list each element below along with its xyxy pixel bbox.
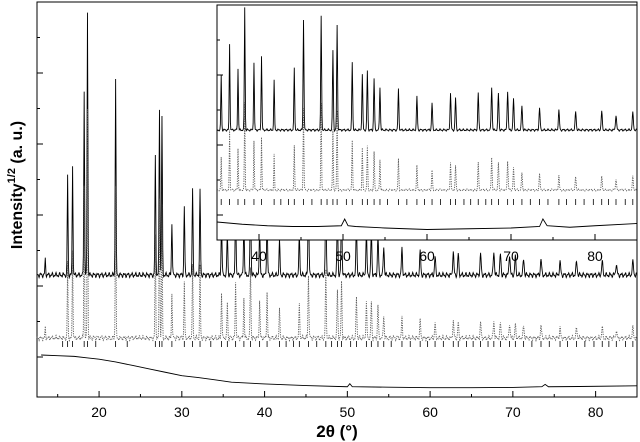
x-tick-label: 20: [91, 404, 107, 420]
x-tick-label: 40: [257, 404, 273, 420]
x-tick-label: 60: [422, 404, 438, 420]
y-axis-title-suffix: (a. u.): [9, 121, 26, 168]
inset-plot: 40 50 60 70 80: [216, 4, 638, 264]
difference-curve-line: [41, 354, 638, 389]
calculated-pattern-line: [216, 102, 638, 192]
inset-plot-background: [217, 5, 637, 240]
x-axis-title: 2θ (°): [316, 422, 358, 441]
x-tick-label: 70: [503, 248, 519, 264]
main-y-axis: [37, 1, 43, 358]
inset-x-axis: 40 50 60 70 80: [216, 234, 638, 264]
inset-series-layer: [216, 7, 638, 230]
x-tick-label: 80: [587, 248, 603, 264]
y-axis-title-group: Intensity1/2 (a. u.): [6, 121, 26, 249]
x-tick-label: 80: [588, 404, 604, 420]
x-tick-label: 30: [174, 404, 190, 420]
x-tick-label: 60: [419, 248, 435, 264]
main-plot: 20 30 40 50 60 70 80: [36, 1, 638, 420]
main-x-axis: 20 30 40 50 60 70 80: [57, 391, 638, 420]
difference-curve-line: [216, 217, 638, 230]
x-tick-label: 40: [251, 248, 267, 264]
observed-pattern-line: [216, 7, 638, 133]
x-tick-label: 50: [340, 404, 356, 420]
inset-y-axis: [217, 4, 223, 216]
calculated-pattern-line: [36, 109, 638, 343]
x-tick-label: 50: [335, 248, 351, 264]
x-tick-label: 70: [505, 404, 521, 420]
y-axis-title-superscript: 1/2: [6, 168, 18, 183]
svg-text:Intensity1/2 (a. u.): Intensity1/2 (a. u.): [6, 121, 26, 249]
y-axis-title: Intensity: [9, 183, 26, 249]
